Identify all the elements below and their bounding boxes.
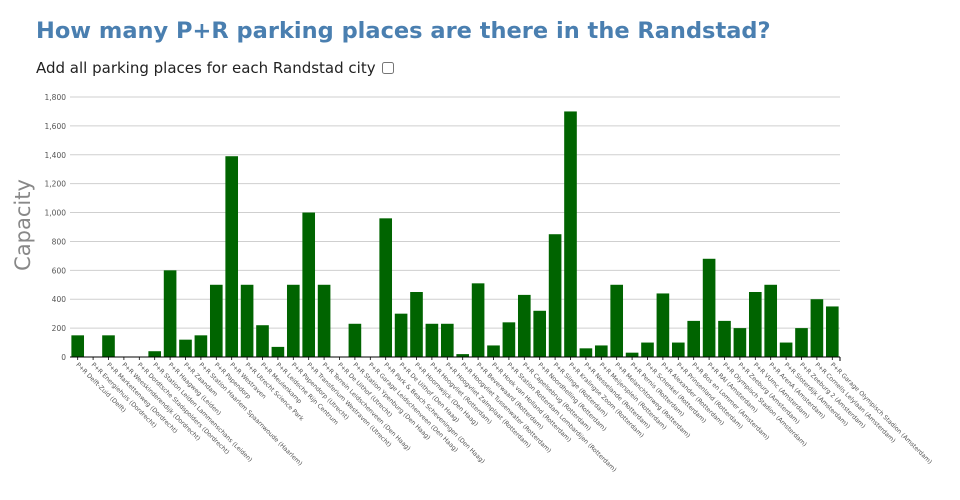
bar[interactable] [502,322,516,357]
y-tick-label: 1,600 [45,122,67,131]
bar[interactable] [779,342,793,357]
chart-gridlines [70,96,840,329]
bar[interactable] [410,292,423,357]
y-tick-label: 1,200 [45,180,67,189]
x-tick-label: P+R Garage Olympisch Stadion (Amsterdam) [829,361,933,465]
bar[interactable] [209,284,223,357]
bar[interactable] [610,284,624,357]
bar[interactable] [810,299,824,357]
bar[interactable] [440,323,454,357]
y-tick-label: 400 [52,295,67,304]
bar[interactable] [687,320,701,357]
bar[interactable] [579,348,593,357]
y-tick-label: 1,400 [45,151,67,160]
page-title: How many P+R parking places are there in… [36,18,771,44]
bar[interactable] [286,284,300,357]
bar[interactable] [302,212,316,357]
bar[interactable] [702,258,716,357]
add-all-toggle[interactable]: Add all parking places for each Randstad… [36,59,394,77]
bar[interactable] [256,325,269,357]
bar[interactable] [656,293,670,357]
bar[interactable] [148,351,162,357]
y-tick-label: 1,800 [45,93,67,102]
bar[interactable] [564,111,577,357]
bar[interactable] [240,284,254,357]
bar[interactable] [594,345,608,357]
chart-bars [71,111,839,357]
x-tick-label: P+R Zeeburg 2 (Amsterdam) [798,361,866,429]
bar[interactable] [825,306,839,357]
bar[interactable] [163,270,177,357]
bar[interactable] [179,339,192,357]
bar[interactable] [487,345,500,357]
y-tick-label: 0 [61,353,66,362]
add-all-toggle-label: Add all parking places for each Randstad… [36,59,376,77]
bar[interactable] [71,335,85,357]
bar[interactable] [764,284,778,357]
bar[interactable] [394,313,408,357]
bar[interactable] [718,320,731,357]
bar[interactable] [348,323,362,357]
bar[interactable] [671,342,685,357]
bar[interactable] [225,156,239,357]
y-tick-label: 600 [52,266,67,275]
y-tick-label: 200 [52,324,67,333]
bar[interactable] [102,335,115,357]
bar[interactable] [517,294,531,357]
bar[interactable] [194,335,208,357]
bar[interactable] [641,342,654,357]
x-axis-labels: P+R Delft-Zuid (Delft)P+R Energiehuis (D… [74,357,933,474]
bar[interactable] [548,234,562,357]
y-tick-label: 1,000 [45,209,67,218]
bar[interactable] [471,283,485,357]
bar[interactable] [379,218,393,357]
bar[interactable] [317,284,331,357]
bar[interactable] [456,354,470,357]
y-axis-ticks: 0 200 400 600 800 1,000 1,200 1,400 1,600 1,800 [45,93,67,362]
bar[interactable] [425,323,439,357]
bar[interactable] [625,352,639,357]
bar[interactable] [795,328,808,357]
bar[interactable] [533,310,547,357]
bar[interactable] [271,346,285,357]
y-axis-title: Capacity [11,179,35,271]
add-all-checkbox[interactable] [381,62,394,74]
bar[interactable] [748,292,762,357]
bar[interactable] [733,328,747,357]
y-tick-label: 800 [52,237,67,246]
